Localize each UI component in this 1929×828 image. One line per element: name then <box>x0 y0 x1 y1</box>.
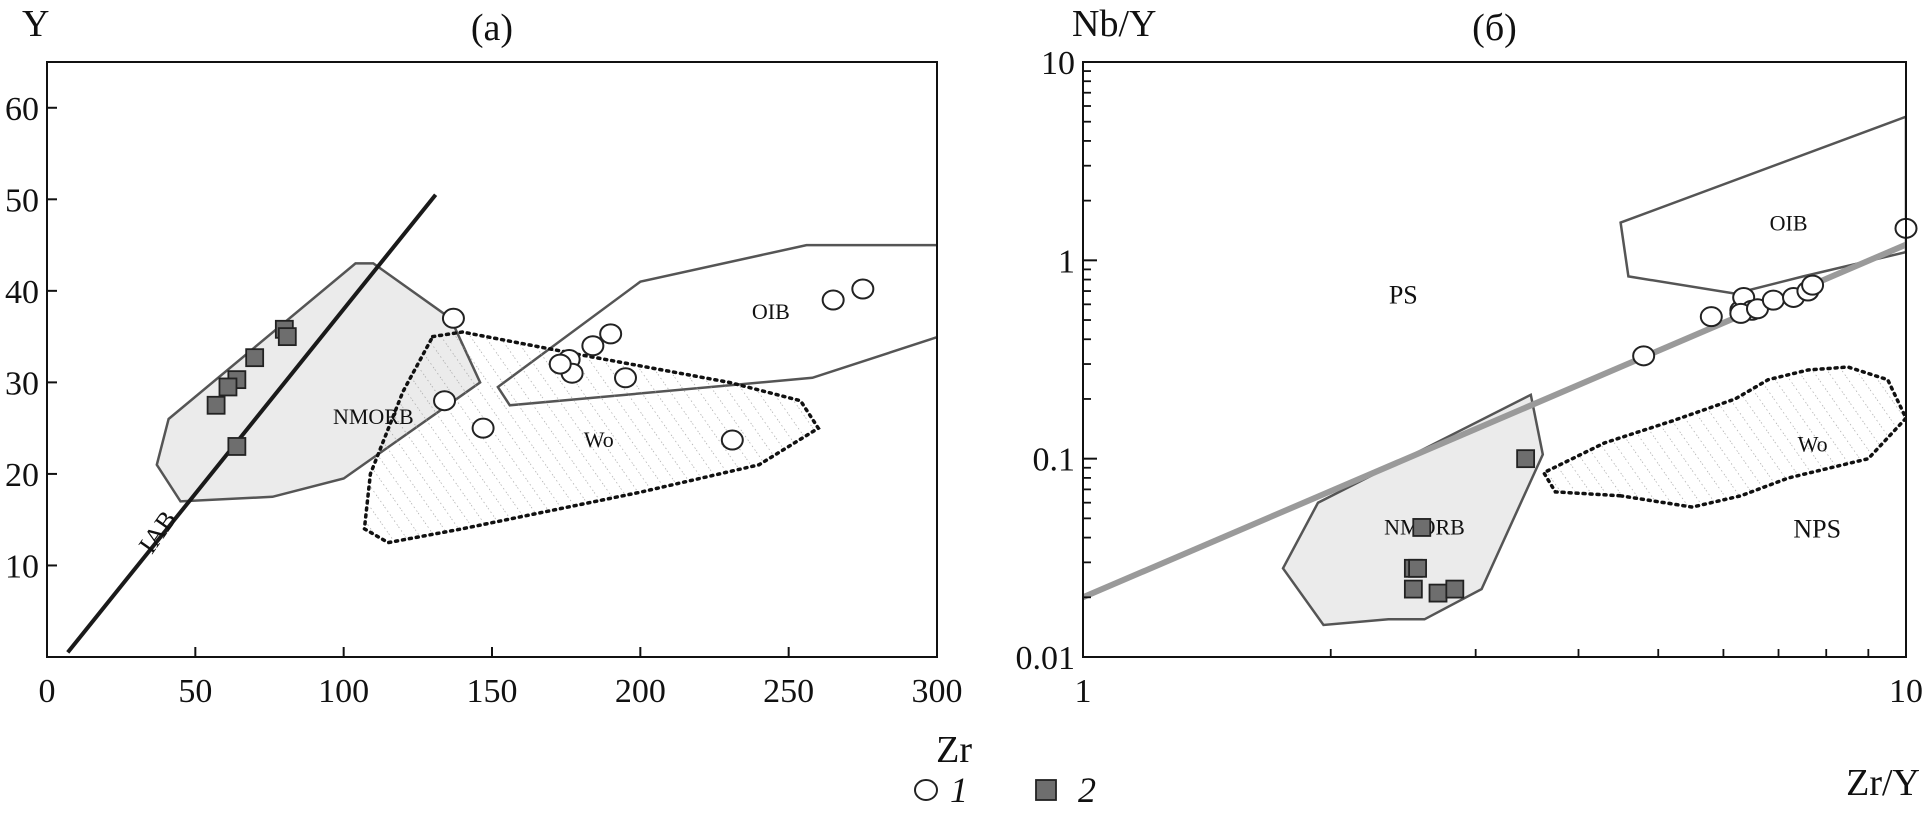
x-axis-label: Zr/Y <box>1846 762 1920 804</box>
field-label-wo: Wo <box>584 427 614 452</box>
y-tick-label: 40 <box>5 274 39 311</box>
panel-title: (б) <box>1472 7 1517 49</box>
legend-label-2: 2 <box>1078 770 1096 810</box>
x-tick-label: 300 <box>912 673 963 710</box>
data-point-circle <box>441 307 465 329</box>
plot-frame <box>1082 61 1907 658</box>
data-point-square <box>1445 579 1465 599</box>
data-point-circle <box>1699 306 1723 328</box>
legend-square-marker <box>1035 779 1057 801</box>
y-tick-label: 60 <box>5 91 39 128</box>
y-tick-label: 30 <box>5 365 39 402</box>
data-point-square <box>1428 583 1448 603</box>
chart-panel-a: NMORB OIB Wo IAB 0 50 100 150 200 250 300 10 20 30 40 5… <box>5 3 972 771</box>
plot-area <box>1083 115 1906 627</box>
data-point-square <box>227 437 247 456</box>
x-tick-label: 10 <box>1889 673 1923 710</box>
field-wo <box>1541 365 1906 509</box>
legend-label-1: 1 <box>950 770 968 810</box>
x-axis-label: Zr <box>936 729 972 771</box>
x-tick-label: 50 <box>178 673 212 710</box>
data-point-square <box>1408 558 1427 578</box>
y-axis-label: Y <box>22 3 49 45</box>
data-point-circle <box>471 417 495 439</box>
field-oib <box>1619 115 1906 295</box>
x-tick-label: 0 <box>39 673 56 710</box>
field-wo <box>362 330 821 545</box>
y-tick-label: 10 <box>5 548 39 585</box>
y-tick-label: 20 <box>5 457 39 494</box>
data-point-circle <box>1761 289 1785 311</box>
data-point-circle <box>614 367 637 389</box>
data-point-circle <box>548 353 572 375</box>
x-tick-label: 1 <box>1075 673 1092 710</box>
panel-title: (a) <box>471 7 513 49</box>
region-label-ps: PS <box>1389 280 1418 309</box>
data-point-circle <box>851 278 875 300</box>
x-tick-label: 100 <box>318 673 369 710</box>
y-tick-label: 1 <box>1058 243 1075 280</box>
data-point-square <box>206 395 226 415</box>
data-point-circle <box>1632 345 1656 367</box>
legend-circle-marker <box>914 779 938 801</box>
data-point-square <box>1516 449 1536 469</box>
data-point-square <box>245 348 265 368</box>
y-axis-label: Nb/Y <box>1072 3 1156 45</box>
y-tick-label: 10 <box>1041 45 1075 82</box>
iab-line <box>66 193 438 654</box>
field-label-oib: OIB <box>752 299 790 324</box>
y-tick-label: 0.1 <box>1033 442 1076 479</box>
field-label-wo: Wo <box>1798 432 1828 457</box>
data-point-circle <box>433 390 457 412</box>
x-tick-label: 150 <box>467 673 518 710</box>
data-point-square <box>277 327 297 347</box>
data-point-circle <box>599 323 623 345</box>
x-tick-label: 200 <box>615 673 666 710</box>
region-label-nps: NPS <box>1793 514 1841 543</box>
data-point-square <box>1412 518 1432 537</box>
data-point-circle <box>1801 274 1825 296</box>
data-point-circle <box>581 335 605 357</box>
field-label-nmorb: NMORB <box>333 404 414 429</box>
data-point-square <box>218 377 238 397</box>
field-label-oib: OIB <box>1770 210 1808 235</box>
data-point-square <box>1403 579 1423 599</box>
y-tick-label: 0.01 <box>1016 640 1076 677</box>
data-point-circle <box>821 289 845 311</box>
plot-area <box>66 193 937 654</box>
x-tick-label: 250 <box>763 673 814 710</box>
data-point-circle <box>720 429 744 451</box>
line-label-iab: IAB <box>133 505 182 558</box>
y-tick-label: 50 <box>5 182 39 219</box>
